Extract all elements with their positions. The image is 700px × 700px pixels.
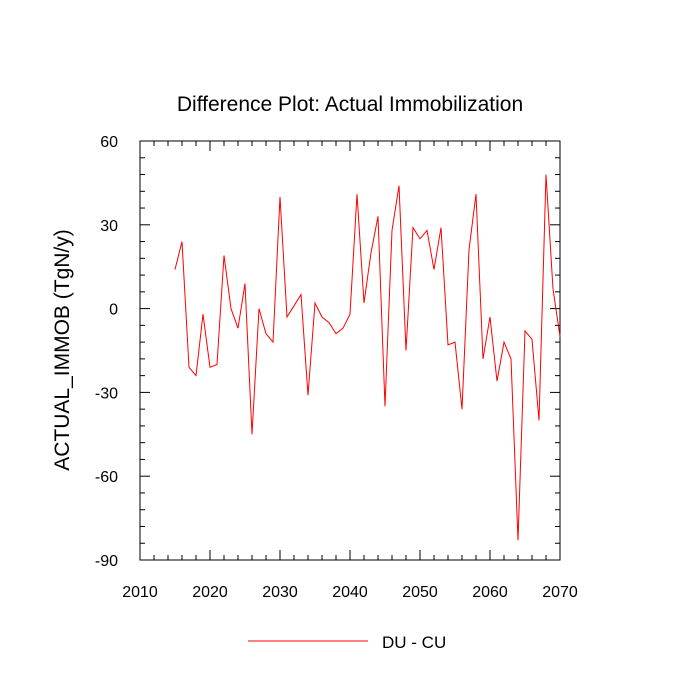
y-tick-label: -60 bbox=[95, 469, 118, 486]
y-tick-label: -30 bbox=[95, 385, 118, 402]
legend: DU - CU bbox=[248, 633, 446, 652]
x-tick-label: 2030 bbox=[262, 584, 298, 601]
y-axis-label: ACTUAL_IMMOB (TgN/y) bbox=[51, 229, 74, 471]
x-tick-label: 2020 bbox=[192, 584, 228, 601]
chart-title: Difference Plot: Actual Immobilization bbox=[177, 93, 523, 116]
legend-label: DU - CU bbox=[382, 633, 446, 652]
y-tick-label: 60 bbox=[100, 134, 118, 151]
x-tick-label: 2010 bbox=[122, 584, 158, 601]
y-tick-label: 0 bbox=[109, 302, 118, 319]
plot-area: 2010 2020 2030 2040 2050 2060 2070 60 30 0 -30 -60 -… bbox=[95, 134, 578, 601]
series-line bbox=[174, 174, 561, 541]
x-tick-label: 2060 bbox=[472, 584, 508, 601]
plot-frame bbox=[139, 140, 561, 561]
y-tick-label: -90 bbox=[95, 553, 118, 570]
x-tick-label: 2040 bbox=[332, 584, 368, 601]
x-tick-label: 2070 bbox=[542, 584, 578, 601]
y-tick-label: 30 bbox=[100, 218, 118, 235]
x-tick-label: 2050 bbox=[402, 584, 438, 601]
